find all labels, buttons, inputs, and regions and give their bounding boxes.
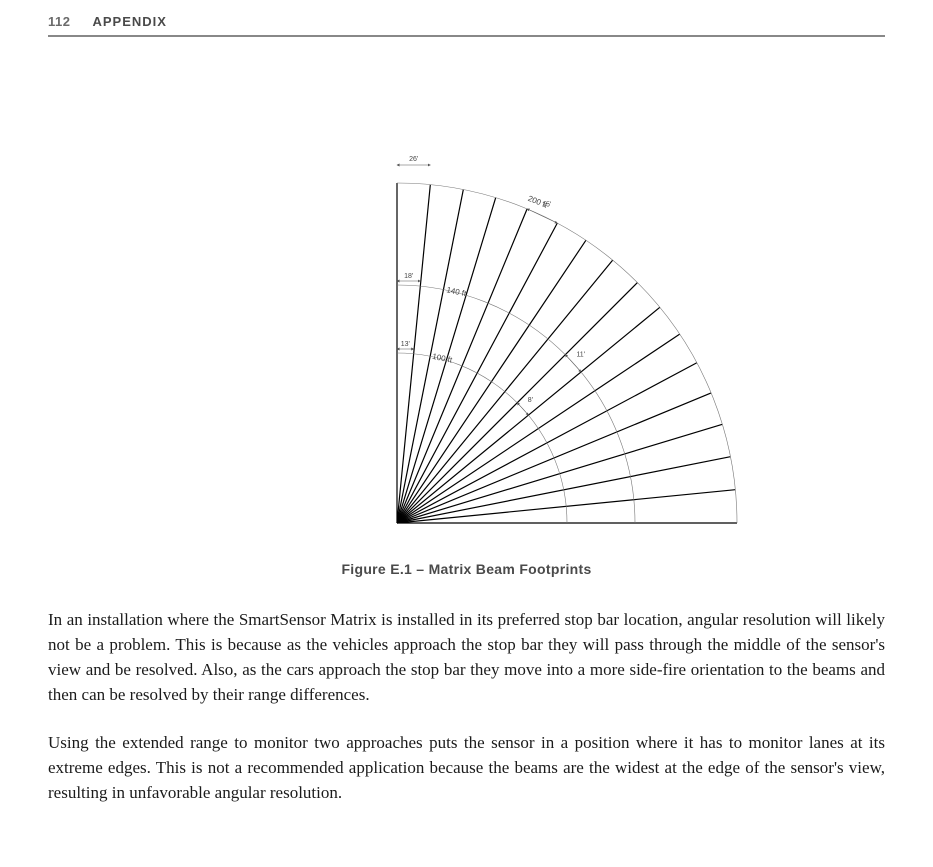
section-title: APPENDIX [92, 14, 166, 29]
dimension-label: 15' [542, 202, 551, 209]
page-header: 112 APPENDIX [48, 0, 885, 37]
dimension-label: 13' [400, 341, 409, 348]
dimension-label: 26' [409, 156, 418, 163]
dimension-label: 18' [404, 273, 413, 280]
figure-diagram: 100 ft13'8'140 ft18'11'200 ft26'15' [48, 73, 885, 543]
dimension-line [517, 403, 528, 415]
arc-label: 100 ft [431, 352, 453, 365]
body-text: In an installation where the SmartSensor… [48, 607, 885, 805]
beam-fan-svg: 100 ft13'8'140 ft18'11'200 ft26'15' [187, 73, 747, 543]
dimension-label: 8' [527, 397, 532, 404]
page: 112 APPENDIX 100 ft13'8'140 ft18'11'200 … [0, 0, 933, 867]
dimension-line [527, 209, 557, 223]
arc-label: 140 ft [445, 285, 467, 298]
figure-caption: Figure E.1 – Matrix Beam Footprints [48, 561, 885, 577]
paragraph: Using the extended range to monitor two … [48, 730, 885, 805]
paragraph: In an installation where the SmartSensor… [48, 607, 885, 708]
dimension-label: 11' [576, 351, 585, 358]
page-number: 112 [48, 14, 70, 29]
